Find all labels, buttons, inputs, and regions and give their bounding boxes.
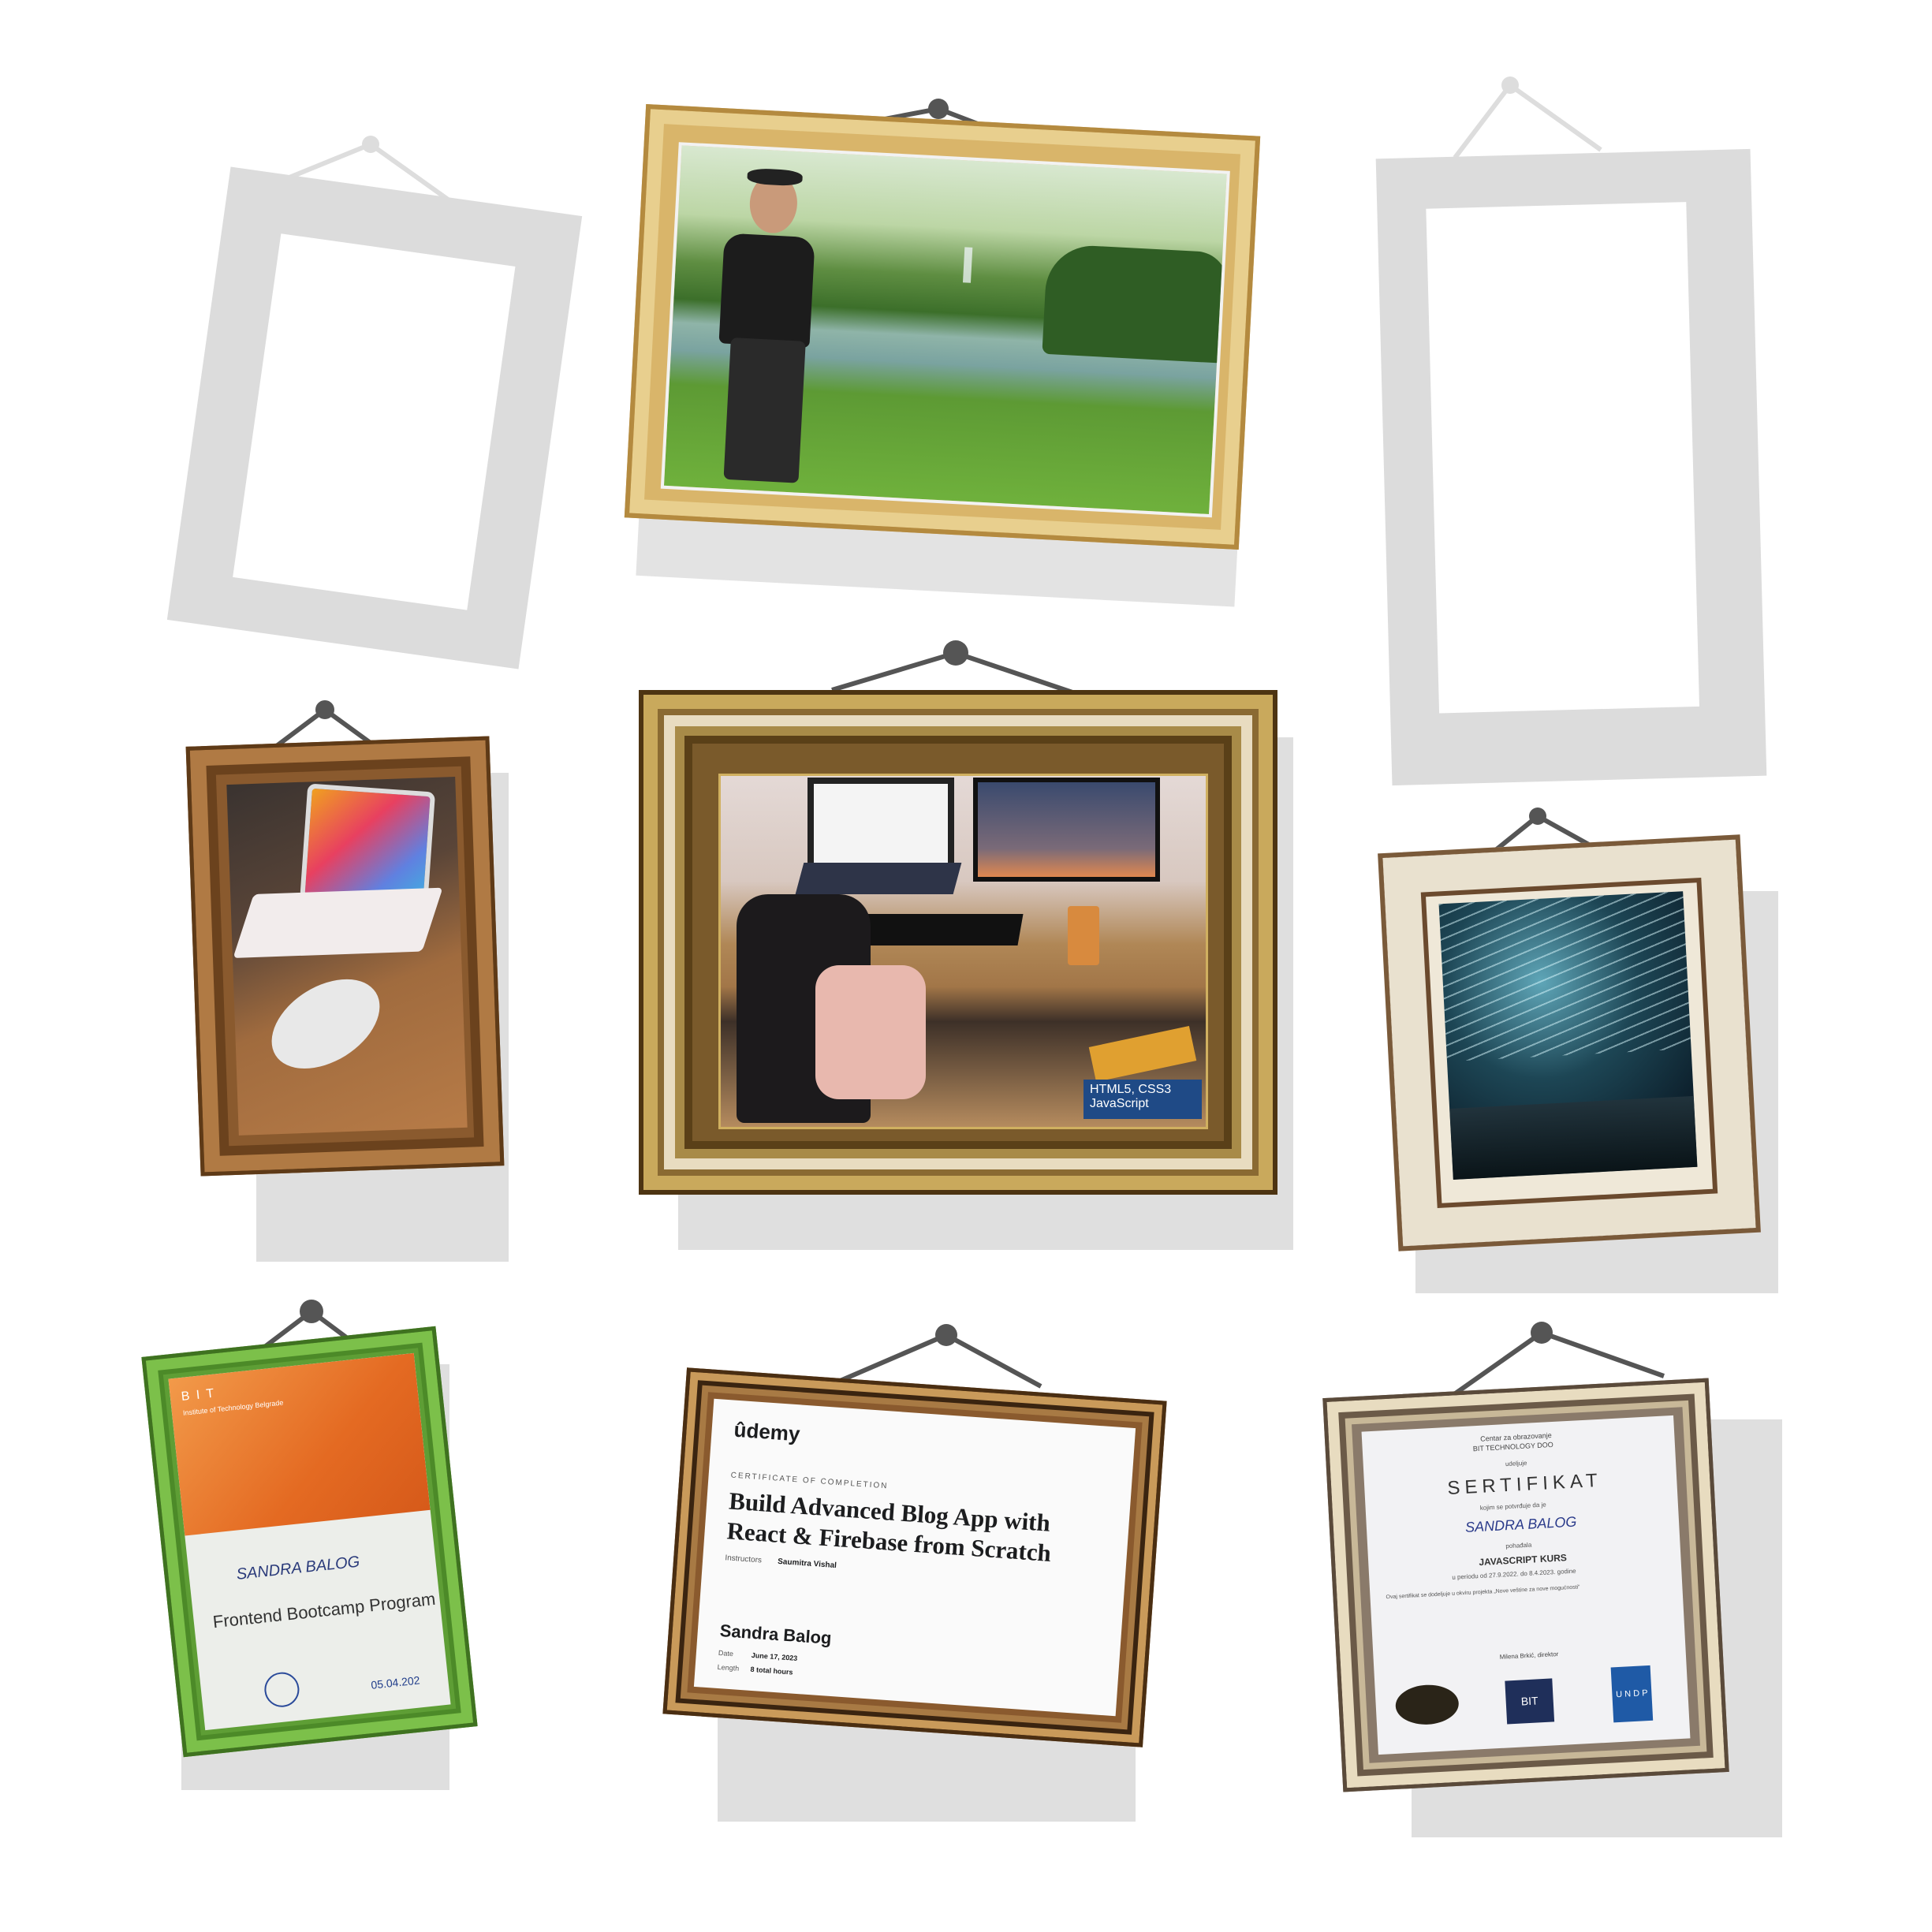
woman-figure <box>696 167 830 483</box>
recipient-name: SANDRA BALOG <box>1464 1513 1577 1535</box>
frame-sertifikat: Centar za obrazovanje BIT TECHNOLOGY DOO… <box>1322 1378 1729 1792</box>
program-name: Frontend Bootcamp Program <box>211 1588 437 1632</box>
seal-icon <box>1394 1683 1460 1726</box>
udemy-logo: ûdemy <box>733 1417 801 1446</box>
book-title: HTML5, CSS3 JavaScript <box>1083 1080 1202 1119</box>
undp-logo: U N D P <box>1610 1665 1654 1723</box>
certificate-note: Ovaj sertifikat se dodeljuje u okviru pr… <box>1386 1584 1580 1601</box>
course-period: u periodu od 27.9.2022. do 8.4.2023. god… <box>1452 1567 1576 1581</box>
completion-date: June 17, 2023 <box>751 1650 798 1662</box>
bit-logo: BIT <box>1505 1678 1555 1725</box>
crowd <box>1449 1095 1698 1180</box>
bit-bootcamp-certificate: B I T Institute of Technology Belgrade S… <box>168 1352 451 1731</box>
night-street-photo <box>1438 891 1698 1180</box>
instructors-label: Instructors <box>724 1553 763 1565</box>
monitor <box>973 778 1160 882</box>
stamp-icon <box>263 1670 301 1709</box>
frame-desk: HTML5, CSS3 JavaScript <box>639 690 1277 1195</box>
udemy-certificate: ûdemy CERTIFICATE OF COMPLETION Build Ad… <box>693 1398 1136 1717</box>
book-stack: HTML5, CSS3 JavaScript <box>1083 1025 1202 1119</box>
lake-portrait-photo <box>660 142 1230 518</box>
frame-bit-bootcamp: B I T Institute of Technology Belgrade S… <box>141 1326 478 1758</box>
pink-cushion <box>815 965 926 1099</box>
course-name: JAVASCRIPT KURS <box>1479 1552 1568 1568</box>
string-lights <box>1438 891 1691 1062</box>
course-length: 8 total hours <box>750 1665 793 1677</box>
pohadjala-text: pohađala <box>1505 1541 1532 1550</box>
certificate-header-band <box>168 1352 431 1536</box>
sertifikat-certificate: Centar za obrazovanje BIT TECHNOLOGY DOO… <box>1361 1415 1691 1755</box>
udeljuje-text: udeljuje <box>1505 1459 1527 1468</box>
trees <box>1042 243 1229 364</box>
frame-lake-portrait <box>624 103 1261 550</box>
frame-udemy: ûdemy CERTIFICATE OF COMPLETION Build Ad… <box>662 1367 1167 1747</box>
fountain <box>962 247 973 283</box>
signer-name: Milena Brkić, direktor <box>1499 1650 1559 1661</box>
certificate-heading: SERTIFIKAT <box>1446 1469 1603 1500</box>
frame-night-street <box>1378 834 1761 1251</box>
ipad-photo <box>226 776 468 1136</box>
length-label: Length <box>717 1662 740 1673</box>
empty-frame-left <box>166 166 583 669</box>
frame-ipad <box>185 736 505 1177</box>
recipient-name: SANDRA BALOG <box>235 1553 361 1583</box>
mouse <box>255 960 396 1087</box>
date-label: Date <box>718 1648 734 1658</box>
laptop-base <box>795 863 962 894</box>
keyboard <box>233 887 443 958</box>
desk-photo: HTML5, CSS3 JavaScript <box>718 774 1208 1129</box>
laptop <box>807 778 954 869</box>
drink-glass <box>1068 906 1099 965</box>
recipient-name: Sandra Balog <box>719 1621 833 1648</box>
keyboard <box>844 914 1024 945</box>
certificate-date: 05.04.202 <box>370 1673 421 1691</box>
instructor-name: Saumitra Vishal <box>777 1557 837 1571</box>
empty-frame-right <box>1375 148 1767 786</box>
kojim-text: kojim se potvrđuje da je <box>1479 1501 1546 1512</box>
